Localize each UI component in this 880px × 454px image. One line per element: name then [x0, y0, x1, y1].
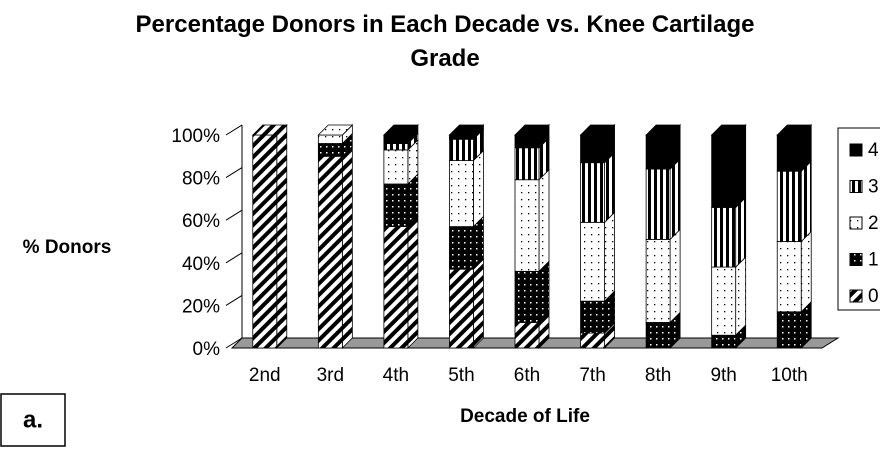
bar-segment: [317, 155, 343, 349]
bar-segment: [711, 207, 737, 268]
y-tick-label: 60%: [182, 211, 220, 232]
bar-segment: [383, 149, 409, 185]
bar-segment: [645, 238, 671, 323]
bar-side: [276, 124, 288, 349]
bar-segment: [514, 322, 540, 349]
bar-top: [448, 124, 485, 136]
bar-segment: [580, 332, 605, 349]
legend-swatch: [849, 253, 863, 266]
bar-segment: [383, 183, 409, 227]
bar-top: [579, 124, 616, 136]
y-tick: [225, 167, 243, 179]
x-tick-label: 6th: [514, 365, 540, 386]
legend-swatch: [849, 216, 863, 230]
bar-side: [800, 230, 812, 313]
y-tick-label: 100%: [171, 126, 220, 147]
bar-top: [317, 124, 354, 136]
y-tick: [225, 252, 243, 264]
bar-top: [776, 124, 813, 136]
x-tick-label: 10th: [771, 365, 808, 386]
panel-box: [0, 393, 66, 447]
bar-segment: [645, 322, 671, 349]
bar-segment: [514, 134, 540, 149]
bar-segment: [514, 270, 540, 323]
legend-label: 1: [868, 250, 879, 271]
x-tick-label: 8th: [645, 365, 671, 386]
bar-side: [473, 258, 484, 349]
bar-segment: [580, 221, 605, 302]
legend-label: 3: [868, 177, 879, 198]
y-tick-label: 80%: [182, 169, 220, 190]
bar-segment: [383, 134, 409, 144]
bar-segment: [383, 226, 409, 349]
bar-side: [604, 211, 615, 303]
y-tick-label: 40%: [182, 254, 220, 275]
bar-segment: [580, 134, 605, 164]
legend-swatch: [849, 180, 863, 193]
bar-segment: [645, 134, 671, 170]
y-tick: [225, 209, 243, 221]
x-tick-label: 9th: [710, 365, 736, 386]
bar-side: [669, 228, 681, 324]
x-tick-label: 7th: [579, 365, 605, 386]
bar-segment: [317, 134, 343, 144]
bar-segment: [711, 266, 737, 336]
y-tick: [225, 124, 243, 136]
bar-segment: [252, 134, 278, 349]
bar-segment: [645, 168, 671, 240]
bar-segment: [317, 143, 343, 157]
x-tick-label: 2nd: [249, 365, 281, 386]
legend-swatch: [849, 143, 863, 157]
x-tick-label: 4th: [383, 365, 409, 386]
bar-top: [382, 124, 419, 136]
bar-side: [735, 256, 747, 337]
bar-side: [341, 145, 353, 349]
bar-side: [735, 196, 747, 269]
bar-top: [710, 124, 747, 136]
y-tick-label: 0%: [193, 339, 221, 360]
chart-title: Percentage Donors in Each Decade vs. Kne…: [135, 11, 755, 72]
bar-side: [473, 149, 484, 228]
x-tick-label: 5th: [448, 365, 474, 386]
bar-segment: [776, 170, 802, 242]
bar-segment: [514, 179, 540, 272]
bar-segment: [776, 311, 802, 349]
legend-label: 0: [868, 286, 879, 307]
legend-label: 2: [868, 213, 879, 234]
bar-segment: [776, 134, 802, 172]
bar-segment: [449, 226, 474, 270]
bar-side: [735, 124, 747, 209]
bar-segment: [514, 147, 540, 181]
panel-label: a.: [23, 406, 43, 433]
bar-segment: [449, 160, 474, 227]
bar-segment: [580, 300, 605, 334]
y-tick: [225, 337, 243, 349]
y-axis-title: % Donors: [23, 237, 112, 258]
bar-segment: [580, 162, 605, 223]
bar-top: [514, 124, 550, 136]
legend-label: 4: [868, 140, 879, 161]
bar-top: [251, 124, 288, 136]
bar-top: [645, 124, 682, 136]
legend-swatch: [849, 289, 863, 303]
x-tick-label: 3rd: [317, 365, 344, 386]
bar-side: [538, 168, 550, 273]
x-axis-title: Decade of Life: [460, 406, 590, 427]
bar-segment: [711, 334, 737, 349]
y-tick-label: 20%: [182, 296, 220, 317]
bar-side: [538, 260, 550, 324]
bar-segment: [776, 241, 802, 313]
bar-side: [407, 215, 419, 349]
bar-side: [604, 151, 615, 224]
bar-segment: [449, 134, 474, 140]
bar-segment: [449, 138, 474, 161]
bar-segment: [383, 143, 409, 151]
bar-side: [669, 158, 681, 241]
bar-segment: [449, 268, 474, 349]
bar-segment: [711, 134, 737, 208]
y-tick: [225, 294, 243, 306]
bar-side: [800, 160, 812, 243]
